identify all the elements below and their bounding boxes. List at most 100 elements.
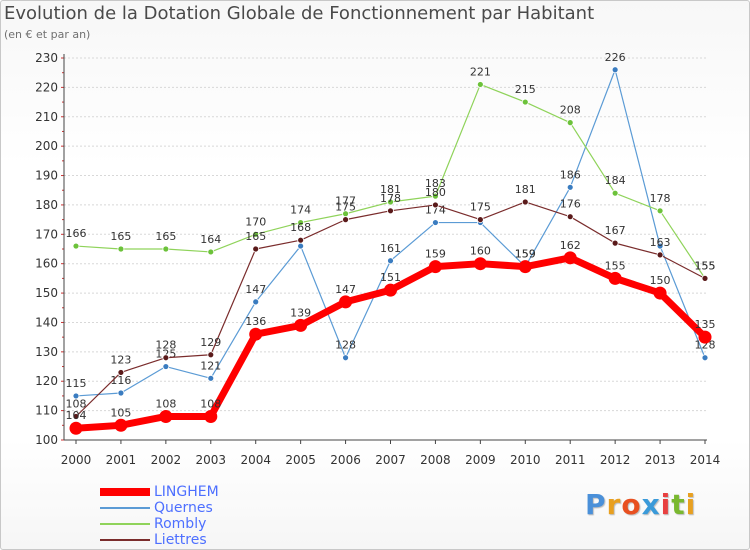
data-label-linghem: 151	[380, 271, 401, 284]
data-point-rombly	[252, 230, 260, 238]
x-tick-label: 2002	[151, 453, 182, 467]
y-tick-label: 120	[35, 374, 58, 388]
data-label-linghem: 139	[290, 306, 311, 319]
data-label-linghem: 135	[695, 318, 716, 331]
data-label-rombly: 165	[155, 230, 176, 243]
logo-letter: i	[685, 488, 697, 521]
data-point-quernes	[207, 374, 215, 382]
y-tick-label: 130	[35, 345, 58, 359]
data-label-rombly: 164	[200, 233, 221, 246]
data-point-rombly	[207, 248, 215, 256]
y-tick-label: 210	[35, 110, 58, 124]
data-label-liettres: 165	[245, 230, 266, 243]
legend-label: Liettres	[154, 532, 207, 548]
y-tick-label: 220	[35, 80, 58, 94]
data-point-linghem	[204, 409, 218, 423]
data-label-quernes: 121	[200, 359, 221, 372]
logo-letter: i	[660, 488, 672, 521]
data-point-liettres	[566, 213, 574, 221]
data-label-quernes: 128	[335, 339, 356, 352]
x-tick-label: 2009	[465, 453, 496, 467]
data-point-liettres	[387, 207, 394, 215]
data-label-rombly: 166	[66, 227, 87, 240]
y-tick-label: 230	[35, 51, 58, 65]
data-point-liettres	[297, 236, 305, 244]
data-point-rombly	[521, 98, 529, 106]
x-tick-label: 2005	[285, 453, 316, 467]
data-point-linghem	[249, 327, 263, 341]
proxiti-logo: Proxiti	[585, 488, 696, 521]
data-point-liettres	[252, 245, 260, 253]
data-point-rombly	[432, 192, 439, 200]
data-label-linghem: 147	[335, 283, 356, 296]
data-label-liettres: 128	[155, 339, 176, 352]
data-point-rombly	[387, 198, 394, 206]
logo-letter: o	[621, 488, 642, 521]
data-point-linghem	[653, 286, 667, 300]
data-point-liettres	[207, 351, 215, 359]
x-tick-label: 2001	[106, 453, 137, 467]
data-label-rombly: 184	[605, 174, 626, 187]
data-point-rombly	[656, 207, 664, 215]
data-label-linghem: 136	[245, 315, 266, 328]
logo-letter: t	[671, 488, 686, 521]
data-point-quernes	[162, 363, 170, 370]
chart-title: Evolution de la Dotation Globale de Fonc…	[4, 3, 595, 24]
y-tick-label: 160	[35, 257, 58, 271]
data-label-rombly: 208	[560, 104, 581, 117]
data-point-liettres	[117, 369, 125, 376]
data-label-liettres: 129	[200, 336, 221, 349]
data-point-quernes	[72, 392, 80, 400]
data-label-liettres: 108	[66, 397, 87, 410]
x-tick-label: 2000	[61, 453, 92, 467]
legend-swatch	[100, 507, 150, 509]
x-tick-label: 2010	[510, 453, 541, 467]
y-tick-label: 110	[35, 404, 58, 418]
data-point-linghem	[518, 260, 532, 274]
data-point-linghem	[294, 318, 308, 332]
data-label-rombly: 170	[245, 215, 266, 228]
data-point-quernes	[701, 354, 709, 362]
data-point-liettres	[701, 274, 709, 282]
data-point-quernes	[611, 66, 619, 74]
y-tick-label: 190	[35, 169, 58, 183]
data-point-quernes	[252, 298, 260, 306]
x-tick-label: 2007	[375, 453, 406, 467]
data-label-rombly: 155	[695, 259, 716, 272]
data-point-linghem	[69, 421, 83, 435]
legend-label: Quernes	[154, 500, 213, 516]
data-label-linghem: 159	[515, 248, 536, 261]
data-point-quernes	[342, 354, 349, 362]
data-point-quernes	[432, 219, 439, 226]
data-label-liettres: 176	[560, 198, 581, 211]
data-point-linghem	[608, 271, 622, 285]
data-point-rombly	[566, 119, 574, 127]
data-label-quernes: 159	[515, 248, 536, 261]
data-point-rombly	[611, 189, 619, 197]
data-label-quernes: 116	[110, 374, 131, 387]
data-point-linghem	[384, 283, 397, 297]
data-point-liettres	[342, 216, 349, 224]
data-point-rombly	[297, 219, 305, 226]
data-label-rombly: 178	[650, 192, 671, 205]
legend-swatch	[100, 488, 150, 496]
data-label-quernes: 226	[605, 51, 626, 64]
data-label-linghem: 150	[650, 274, 671, 287]
legend-label: LINGHEM	[154, 484, 219, 500]
data-label-quernes: 115	[66, 377, 87, 390]
data-point-rombly	[162, 245, 170, 253]
x-tick-label: 2011	[555, 453, 586, 467]
data-label-linghem: 160	[470, 245, 491, 258]
data-label-liettres: 123	[110, 353, 131, 366]
data-point-rombly	[72, 242, 80, 250]
data-point-quernes	[297, 242, 305, 250]
data-point-liettres	[162, 354, 170, 362]
data-point-quernes	[387, 257, 394, 265]
data-label-liettres: 163	[650, 236, 671, 249]
data-label-rombly: 177	[335, 195, 356, 208]
y-tick-label: 100	[35, 433, 58, 447]
data-point-linghem	[114, 418, 128, 432]
data-label-rombly: 221	[470, 65, 491, 78]
